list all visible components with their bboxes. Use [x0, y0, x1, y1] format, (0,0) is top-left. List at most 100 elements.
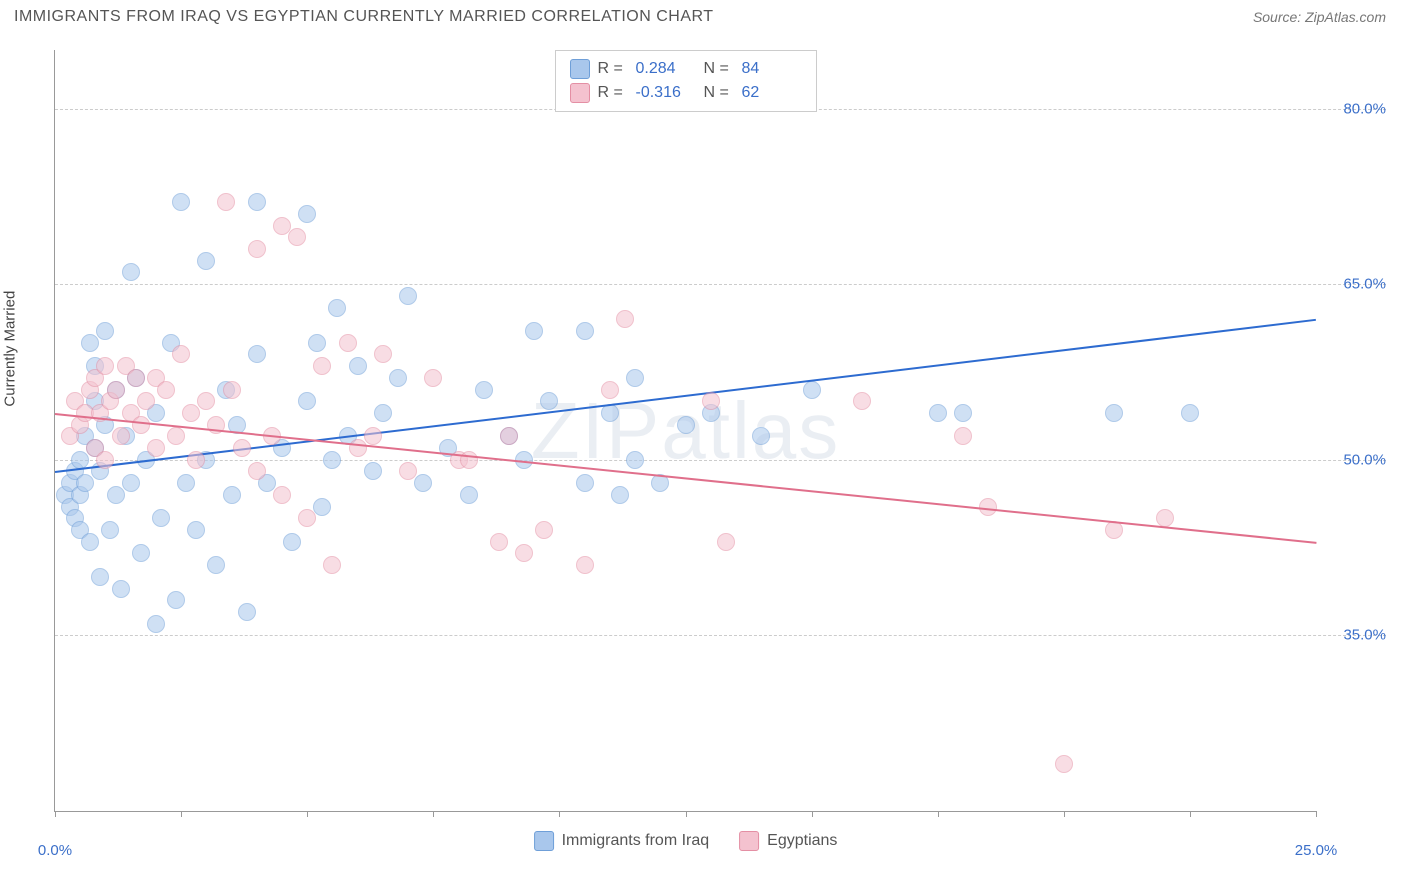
x-tick-mark — [559, 811, 560, 817]
data-point — [248, 462, 266, 480]
data-point — [248, 193, 266, 211]
data-point — [702, 392, 720, 410]
data-point — [288, 228, 306, 246]
data-point — [122, 474, 140, 492]
data-point — [172, 193, 190, 211]
data-point — [399, 287, 417, 305]
data-point — [490, 533, 508, 551]
data-point — [147, 439, 165, 457]
data-point — [576, 556, 594, 574]
y-tick-label: 50.0% — [1326, 451, 1386, 468]
data-point — [273, 486, 291, 504]
data-point — [107, 381, 125, 399]
chart-container: Currently Married ZIPatlas R = 0.284 N =… — [14, 40, 1396, 872]
r-label: R = — [598, 60, 628, 78]
data-point — [364, 462, 382, 480]
data-point — [107, 486, 125, 504]
n-label: N = — [704, 84, 734, 102]
data-point — [424, 369, 442, 387]
data-point — [217, 193, 235, 211]
data-point — [298, 205, 316, 223]
data-point — [576, 322, 594, 340]
data-point — [752, 427, 770, 445]
data-point — [979, 498, 997, 516]
data-point — [500, 427, 518, 445]
x-tick-label: 0.0% — [38, 842, 72, 859]
data-point — [248, 240, 266, 258]
r-value: 0.284 — [636, 60, 696, 78]
x-tick-mark — [938, 811, 939, 817]
y-tick-label: 65.0% — [1326, 276, 1386, 293]
data-point — [167, 427, 185, 445]
gridline — [55, 284, 1386, 285]
data-point — [349, 357, 367, 375]
data-point — [187, 521, 205, 539]
x-tick-mark — [812, 811, 813, 817]
r-value: -0.316 — [636, 84, 696, 102]
data-point — [96, 357, 114, 375]
data-point — [81, 533, 99, 551]
chart-title: IMMIGRANTS FROM IRAQ VS EGYPTIAN CURRENT… — [14, 8, 714, 26]
correlation-legend: R = 0.284 N = 84 R = -0.316 N = 62 — [555, 50, 817, 112]
data-point — [132, 416, 150, 434]
legend-row: R = 0.284 N = 84 — [570, 57, 802, 81]
source-attribution: Source: ZipAtlas.com — [1253, 9, 1386, 25]
data-point — [152, 509, 170, 527]
x-tick-mark — [181, 811, 182, 817]
n-value: 84 — [742, 60, 802, 78]
data-point — [187, 451, 205, 469]
data-point — [349, 439, 367, 457]
x-tick-mark — [1316, 811, 1317, 817]
data-point — [223, 381, 241, 399]
gridline — [55, 460, 1386, 461]
data-point — [929, 404, 947, 422]
data-point — [167, 591, 185, 609]
data-point — [414, 474, 432, 492]
legend-label: Immigrants from Iraq — [562, 832, 710, 850]
swatch-icon — [570, 59, 590, 79]
data-point — [313, 357, 331, 375]
data-point — [137, 392, 155, 410]
plot-area: ZIPatlas R = 0.284 N = 84 R = -0.316 N =… — [54, 50, 1316, 812]
x-tick-mark — [307, 811, 308, 817]
data-point — [313, 498, 331, 516]
n-value: 62 — [742, 84, 802, 102]
data-point — [677, 416, 695, 434]
data-point — [197, 252, 215, 270]
data-point — [248, 345, 266, 363]
legend-item: Immigrants from Iraq — [534, 831, 710, 851]
data-point — [81, 334, 99, 352]
data-point — [223, 486, 241, 504]
data-point — [283, 533, 301, 551]
data-point — [364, 427, 382, 445]
data-point — [112, 427, 130, 445]
data-point — [122, 263, 140, 281]
data-point — [157, 381, 175, 399]
data-point — [1181, 404, 1199, 422]
data-point — [101, 521, 119, 539]
data-point — [803, 381, 821, 399]
data-point — [853, 392, 871, 410]
swatch-icon — [534, 831, 554, 851]
x-tick-mark — [1190, 811, 1191, 817]
legend-item: Egyptians — [739, 831, 837, 851]
data-point — [601, 381, 619, 399]
n-label: N = — [704, 60, 734, 78]
data-point — [323, 556, 341, 574]
data-point — [374, 345, 392, 363]
data-point — [147, 615, 165, 633]
data-point — [389, 369, 407, 387]
data-point — [298, 392, 316, 410]
swatch-icon — [739, 831, 759, 851]
data-point — [1105, 404, 1123, 422]
data-point — [399, 462, 417, 480]
data-point — [76, 474, 94, 492]
data-point — [177, 474, 195, 492]
data-point — [132, 544, 150, 562]
series-legend: Immigrants from Iraq Egyptians — [534, 831, 838, 851]
y-tick-label: 35.0% — [1326, 627, 1386, 644]
x-tick-mark — [55, 811, 56, 817]
data-point — [475, 381, 493, 399]
data-point — [954, 427, 972, 445]
swatch-icon — [570, 83, 590, 103]
